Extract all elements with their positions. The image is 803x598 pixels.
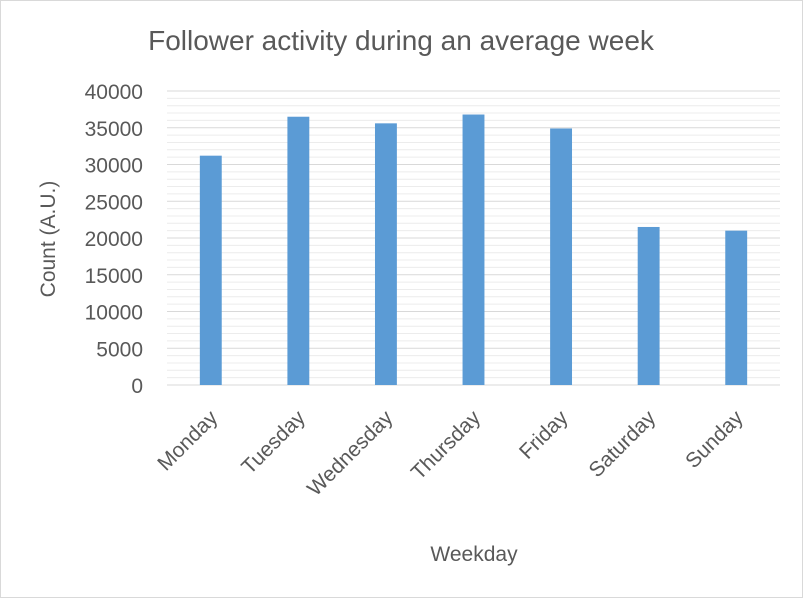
bar-tuesday xyxy=(287,116,310,385)
bar-monday xyxy=(199,155,222,385)
y-tick-label: 35000 xyxy=(85,118,143,141)
bar-sunday xyxy=(725,230,748,385)
bar-thursday xyxy=(462,114,485,386)
y-tick-label: 5000 xyxy=(96,338,143,361)
x-axis-label: Weekday xyxy=(430,543,518,566)
bar-friday xyxy=(550,128,573,386)
x-tick-label: Saturday xyxy=(584,406,660,482)
y-tick-label: 15000 xyxy=(85,265,143,288)
x-tick-label: Tuesday xyxy=(237,406,310,479)
y-tick-label: 25000 xyxy=(85,191,143,214)
x-tick-label: Friday xyxy=(515,406,573,464)
bar-saturday xyxy=(637,226,660,385)
chart-title: Follower activity during an average week xyxy=(148,25,655,56)
x-tick-label: Wednesday xyxy=(303,406,398,501)
bars xyxy=(199,114,748,386)
x-tick-label: Monday xyxy=(153,406,222,475)
x-tick-label: Thursday xyxy=(407,406,486,485)
y-tick-label: 30000 xyxy=(85,155,143,178)
y-tick-labels: 0 5000 10000 15000 20000 25000 30000 35000 40000 xyxy=(85,81,143,398)
y-tick-label: 0 xyxy=(131,375,143,398)
x-tick-label: Sunday xyxy=(681,406,748,473)
y-tick-label: 20000 xyxy=(85,228,143,251)
y-axis-label: Count (A.U.) xyxy=(37,181,60,298)
y-tick-label: 10000 xyxy=(85,302,143,325)
y-tick-label: 40000 xyxy=(85,81,143,104)
bar-wednesday xyxy=(374,123,397,385)
